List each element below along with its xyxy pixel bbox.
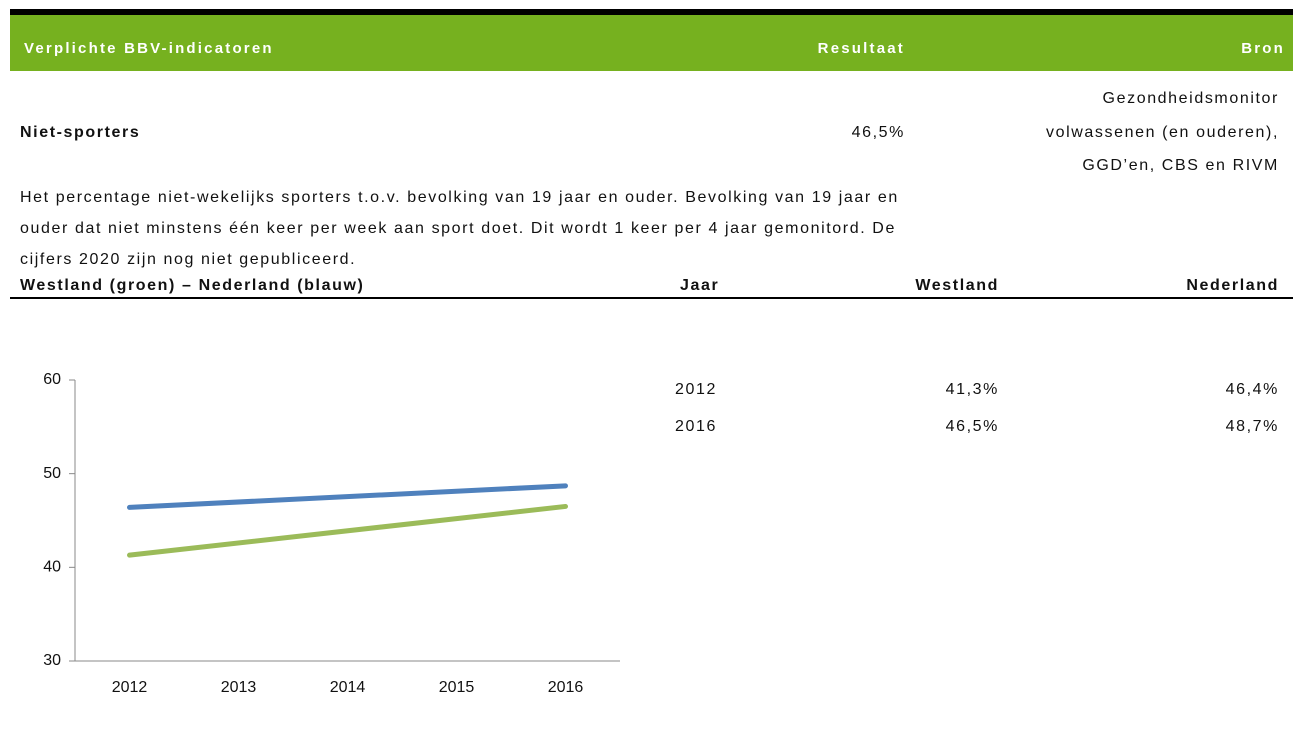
y-tick-label: 40	[43, 559, 61, 576]
header-result: Resultaat	[817, 40, 905, 57]
series-line	[127, 503, 568, 558]
cell: 46,4%	[1225, 381, 1279, 398]
col-westland: Westland	[915, 277, 999, 294]
y-tick-label: 50	[43, 465, 61, 482]
x-tick-label: 2015	[439, 679, 475, 696]
x-tick-label: 2012	[112, 679, 148, 696]
cell: 48,7%	[1225, 418, 1279, 435]
source-line: Gezondheidsmonitor	[1102, 90, 1279, 107]
x-tick-label: 2014	[330, 679, 366, 696]
x-tick-label: 2016	[548, 679, 584, 696]
header-title: Verplichte BBV-indicatoren	[24, 40, 274, 57]
description-line: cijfers 2020 zijn nog niet gepubliceerd.	[20, 251, 357, 268]
cell: 2016	[675, 418, 717, 435]
col-nederland: Nederland	[1186, 277, 1279, 294]
description-line: Het percentage niet-wekelijks sporters t…	[20, 189, 899, 206]
top-bar	[10, 9, 1293, 15]
header-band: Verplichte BBV-indicatoren Resultaat Bro…	[10, 15, 1293, 71]
indicator-result: 46,5%	[851, 124, 905, 141]
col-year: Jaar	[680, 277, 720, 294]
chart-title: Westland (groen) – Nederland (blauw)	[20, 277, 365, 294]
cell: 46,5%	[945, 418, 999, 435]
y-tick-label: 60	[43, 371, 61, 388]
header-source: Bron	[1241, 40, 1285, 57]
cell: 41,3%	[945, 381, 999, 398]
description-line: ouder dat niet minstens één keer per wee…	[20, 220, 896, 237]
source-line: volwassenen (en ouderen),	[1045, 124, 1279, 141]
chart: 30 40 50 60 2012 2013 2014 2015 2016	[43, 371, 620, 696]
x-tick-label: 2013	[221, 679, 257, 696]
cell: 2012	[675, 381, 717, 398]
header-rule	[10, 297, 1293, 299]
series-line	[127, 483, 568, 510]
source-line: GGD’en, CBS en RIVM	[1082, 157, 1279, 174]
y-tick-label: 30	[43, 652, 61, 669]
indicator-name: Niet-sporters	[20, 124, 141, 141]
